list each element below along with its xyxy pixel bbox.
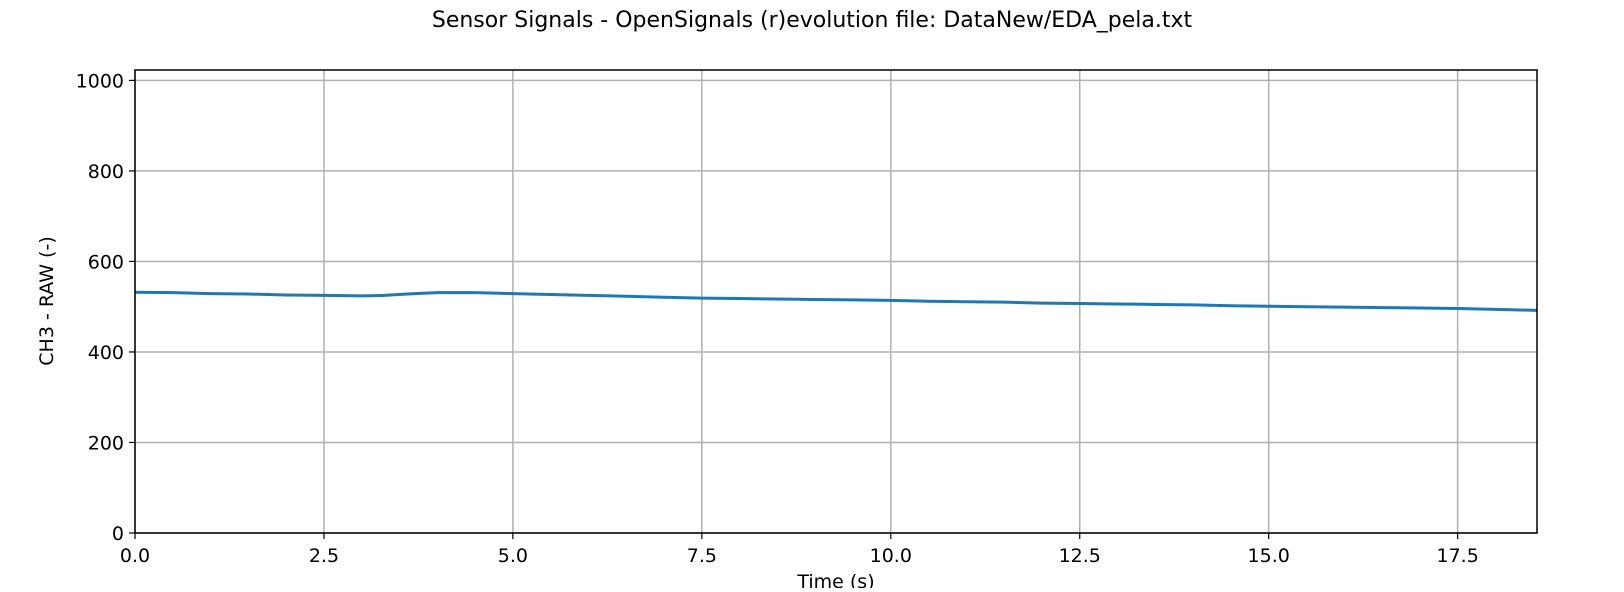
y-tick-label: 0 (112, 523, 124, 545)
y-tick-label: 400 (88, 342, 124, 364)
series-line (134, 290, 1538, 312)
chart-title: Sensor Signals - OpenSignals (r)evolutio… (432, 8, 1193, 33)
axis-ticks: 0.0 2.5 5.0 7.5 10.0 12.5 15.0 17.5 0 200 400 600 80… (76, 70, 1479, 567)
x-tick-label: 15.0 (1248, 545, 1290, 567)
x-tick-label: 0.0 (120, 545, 150, 567)
series-layer (134, 290, 1538, 312)
x-tick-label: 5.0 (498, 545, 528, 567)
x-tick-label: 10.0 (870, 545, 912, 567)
y-axis-label: CH3 - RAW (-) (36, 236, 58, 365)
y-tick-label: 600 (88, 251, 124, 273)
x-tick-label: 2.5 (309, 545, 339, 567)
y-tick-label: 200 (88, 432, 124, 454)
grid-lines (134, 70, 1537, 534)
x-tick-label: 12.5 (1059, 545, 1101, 567)
y-tick-label: 800 (88, 161, 124, 183)
plot-frame (134, 69, 1538, 534)
x-tick-label: 7.5 (687, 545, 717, 567)
y-tick-label: 1000 (76, 70, 124, 92)
x-tick-label: 17.5 (1436, 545, 1478, 567)
x-axis-label: Time (s) (796, 571, 874, 588)
